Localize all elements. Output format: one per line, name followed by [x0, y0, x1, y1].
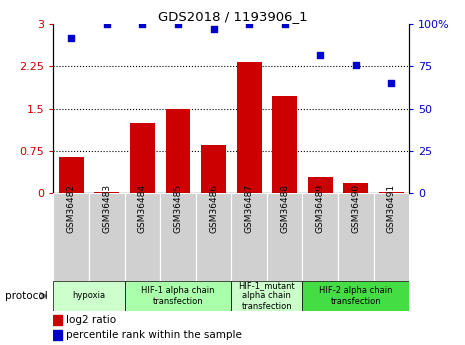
Point — [281, 21, 288, 27]
Point — [210, 27, 217, 32]
Text: protocol: protocol — [5, 291, 47, 301]
FancyBboxPatch shape — [89, 193, 125, 281]
Point — [246, 21, 253, 27]
Bar — [201, 145, 226, 193]
Bar — [379, 191, 404, 193]
Text: GSM36482: GSM36482 — [67, 184, 76, 233]
Text: GSM36488: GSM36488 — [280, 184, 289, 233]
Point — [139, 21, 146, 27]
Bar — [166, 109, 191, 193]
Text: GSM36483: GSM36483 — [102, 184, 111, 233]
Bar — [272, 96, 297, 193]
Text: GSM36489: GSM36489 — [316, 184, 325, 233]
Point — [317, 52, 324, 57]
Text: GSM36485: GSM36485 — [173, 184, 182, 233]
FancyBboxPatch shape — [232, 193, 267, 281]
Point — [352, 62, 359, 68]
Point — [103, 21, 111, 27]
Text: GSM36486: GSM36486 — [209, 184, 218, 233]
Text: GSM36484: GSM36484 — [138, 184, 147, 233]
Point — [174, 21, 182, 27]
Text: HIF-1_mutant
alpha chain
transfection: HIF-1_mutant alpha chain transfection — [239, 281, 295, 311]
Bar — [94, 192, 120, 193]
Point — [388, 80, 395, 86]
FancyBboxPatch shape — [196, 193, 232, 281]
Bar — [53, 330, 62, 340]
Bar — [130, 123, 155, 193]
FancyBboxPatch shape — [303, 281, 409, 310]
Text: GSM36491: GSM36491 — [387, 184, 396, 233]
Text: HIF-1 alpha chain
transfection: HIF-1 alpha chain transfection — [141, 286, 215, 306]
FancyBboxPatch shape — [53, 193, 89, 281]
Text: log2 ratio: log2 ratio — [66, 315, 116, 325]
Bar — [53, 315, 62, 325]
Text: percentile rank within the sample: percentile rank within the sample — [66, 330, 242, 340]
FancyBboxPatch shape — [303, 193, 338, 281]
Point — [67, 35, 75, 40]
Text: GSM36490: GSM36490 — [352, 184, 360, 233]
Text: GSM36487: GSM36487 — [245, 184, 253, 233]
FancyBboxPatch shape — [53, 281, 125, 310]
FancyBboxPatch shape — [160, 193, 196, 281]
FancyBboxPatch shape — [232, 281, 303, 310]
Text: GDS2018 / 1193906_1: GDS2018 / 1193906_1 — [158, 10, 307, 23]
FancyBboxPatch shape — [267, 193, 303, 281]
Text: HIF-2 alpha chain
transfection: HIF-2 alpha chain transfection — [319, 286, 392, 306]
Bar — [343, 183, 368, 193]
FancyBboxPatch shape — [125, 281, 232, 310]
FancyBboxPatch shape — [125, 193, 160, 281]
Bar — [308, 177, 333, 193]
Text: hypoxia: hypoxia — [73, 291, 106, 300]
Bar — [59, 157, 84, 193]
Bar — [237, 62, 262, 193]
FancyBboxPatch shape — [374, 193, 409, 281]
FancyBboxPatch shape — [338, 193, 374, 281]
